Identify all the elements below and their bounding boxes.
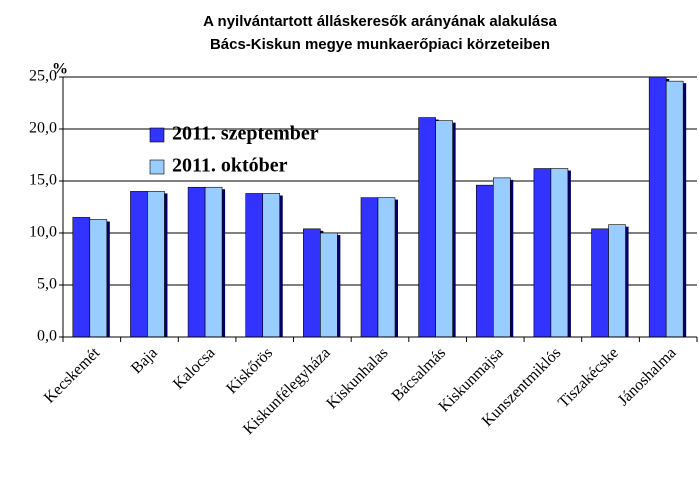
- legend-label: 2011. október: [172, 155, 288, 177]
- y-axis-label: %: [52, 61, 68, 78]
- bar: [245, 193, 264, 338]
- bar: [360, 197, 379, 338]
- bar: [187, 186, 206, 338]
- y-tick-label: 0,0: [37, 328, 57, 345]
- bar: [89, 219, 108, 338]
- y-tick-label: 5,0: [37, 276, 57, 293]
- x-tick-label: Kiskunhalas: [323, 344, 391, 412]
- bar: [320, 232, 338, 338]
- bar: [550, 168, 569, 338]
- x-tick-label: Baja: [128, 344, 161, 377]
- x-tick-label: Jánoshalma: [615, 344, 680, 409]
- legend-swatch: [149, 159, 165, 175]
- bar: [262, 193, 281, 338]
- y-tick-label: 25,0: [29, 68, 57, 85]
- bar: [377, 197, 396, 338]
- bar: [418, 117, 436, 338]
- bar: [204, 186, 223, 338]
- bar: [130, 191, 148, 338]
- x-tick-label: Tiszakécske: [555, 344, 622, 411]
- chart-subtitle: Bács-Kiskun megye munkaerőpiaci körzetei…: [210, 36, 550, 53]
- bar: [608, 224, 626, 338]
- bar: [147, 191, 165, 338]
- bar: [72, 217, 91, 338]
- legend-label: 2011. szeptember: [172, 123, 319, 145]
- bar: [435, 120, 453, 338]
- x-tick-label: Kiskőrös: [223, 344, 276, 397]
- legend-swatch: [149, 127, 165, 143]
- bar: [648, 76, 667, 338]
- bar: [665, 80, 684, 338]
- bar: [492, 177, 511, 338]
- y-tick-label: 10,0: [29, 224, 57, 241]
- chart-title: A nyilvántartott álláskeresők arányának …: [203, 13, 557, 30]
- x-tick-label: Kalocsa: [170, 344, 218, 392]
- bar: [591, 228, 609, 338]
- x-tick-label: Kecskemét: [41, 344, 104, 407]
- bar: [533, 168, 552, 338]
- y-tick-label: 20,0: [29, 120, 57, 137]
- x-tick-label: Bácsalmás: [389, 344, 449, 404]
- bar: [475, 184, 494, 338]
- y-tick-label: 15,0: [29, 172, 57, 189]
- bar: [303, 228, 321, 338]
